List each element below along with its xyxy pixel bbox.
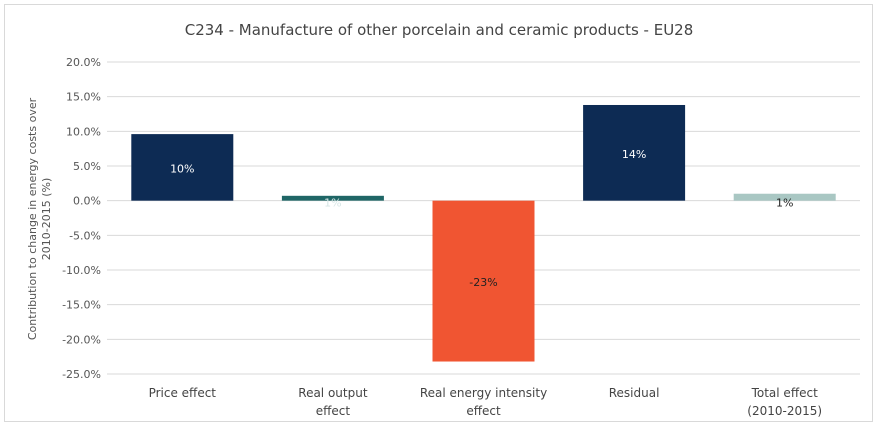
- x-tick-label: Price effect: [149, 386, 217, 400]
- y-tick-label: 20.0%: [66, 56, 101, 69]
- bars: [131, 104, 836, 362]
- data-label: 1%: [324, 197, 341, 210]
- y-tick-label: -5.0%: [69, 229, 101, 242]
- data-labels: 10% 1% -23% 14% 1%: [170, 148, 793, 289]
- data-label: 1%: [776, 197, 793, 210]
- y-axis-ticks: -25.0% -20.0% -15.0% -10.0% -5.0% 0.0% 5.0% 10.…: [62, 56, 101, 381]
- x-tick-label: effect: [466, 404, 501, 418]
- x-axis-ticks: Price effect Real output effect Real energy…: [149, 386, 823, 418]
- x-tick-label: Residual: [609, 386, 660, 400]
- data-label: 10%: [170, 162, 194, 175]
- bar-price-effect: [131, 134, 234, 201]
- x-tick-label: (2010-2015): [747, 404, 822, 418]
- data-label: -23%: [469, 276, 497, 289]
- data-label: 14%: [622, 148, 646, 161]
- y-tick-label: 5.0%: [73, 160, 101, 173]
- y-axis-label-line: Contribution to change in energy costs o…: [26, 97, 39, 340]
- y-tick-label: 0.0%: [73, 195, 101, 208]
- y-tick-label: -25.0%: [62, 368, 101, 381]
- y-tick-label: -15.0%: [62, 299, 101, 312]
- y-axis-label-line: 2010-2015 (%): [40, 178, 53, 261]
- x-tick-label: Real output: [298, 386, 368, 400]
- bar-real-energy-intensity-effect: [432, 200, 535, 362]
- x-tick-label: Real energy intensity: [420, 386, 547, 400]
- y-tick-label: 10.0%: [66, 125, 101, 138]
- chart-svg: C234 - Manufacture of other porcelain an…: [26, 21, 860, 418]
- bar-residual: [583, 104, 686, 201]
- y-tick-label: 15.0%: [66, 91, 101, 104]
- chart-frame: C234 - Manufacture of other porcelain an…: [4, 4, 873, 422]
- y-tick-label: -10.0%: [62, 264, 101, 277]
- y-tick-label: -20.0%: [62, 333, 101, 346]
- x-tick-label: Total effect: [751, 386, 818, 400]
- chart-title: C234 - Manufacture of other porcelain an…: [185, 21, 694, 39]
- bar-real-output-effect: [281, 195, 384, 201]
- bar-total-effect-2010-2015: [733, 193, 836, 201]
- y-axis-label: Contribution to change in energy costs o…: [26, 97, 53, 340]
- y-axis-label-text: Contribution to change in energy costs o…: [26, 97, 53, 340]
- x-tick-label: effect: [316, 404, 351, 418]
